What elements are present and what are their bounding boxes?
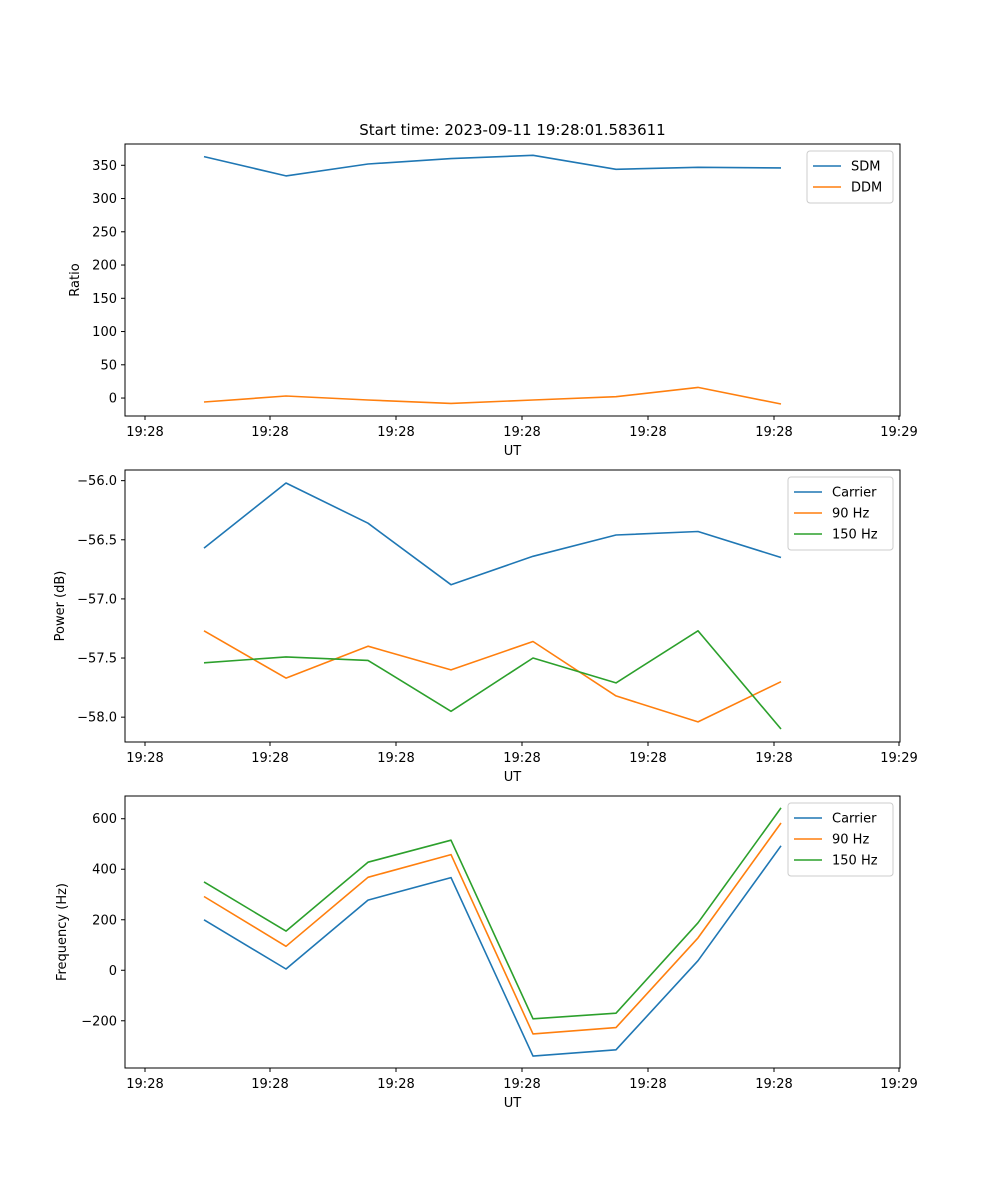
series-line-sdm <box>203 154 782 177</box>
x-tick-label: 19:28 <box>377 751 414 766</box>
y-axis-label: Power (dB) <box>53 571 68 642</box>
x-tick-label: 19:28 <box>629 425 666 440</box>
x-tick-label: 19:28 <box>251 1077 288 1092</box>
legend: SDM DDM <box>806 150 894 204</box>
legend-label: 150 Hz <box>832 528 878 543</box>
plot-frame <box>124 469 901 743</box>
chart-panel-1: 19:28 19:28 19:28 19:28 19:28 19:28 19:29 0 50 10… <box>68 121 918 459</box>
x-tick-label: 19:29 <box>880 751 917 766</box>
chart-title: Start time: 2023-09-11 19:28:01.583611 <box>359 121 665 139</box>
x-tick-label: 19:28 <box>629 751 666 766</box>
x-tick-label: 19:28 <box>629 1077 666 1092</box>
x-tick-label: 19:28 <box>126 425 163 440</box>
legend: Carrier 90 Hz 150 Hz <box>787 476 894 551</box>
x-tick-label: 19:28 <box>755 751 792 766</box>
x-tick-label: 19:28 <box>755 425 792 440</box>
legend-label: 90 Hz <box>832 507 869 522</box>
legend: Carrier 90 Hz 150 Hz <box>787 802 894 877</box>
y-tick-label: 0 <box>109 392 117 407</box>
y-tick-label: 150 <box>92 292 117 307</box>
y-tick-label: −57.0 <box>77 592 117 607</box>
y-tick-label: −56.0 <box>77 474 117 489</box>
legend-box <box>787 476 894 551</box>
legend-label: SDM <box>851 160 880 175</box>
series-line-carrier <box>203 482 782 586</box>
x-tick-label: 19:28 <box>503 751 540 766</box>
y-axis-label: Frequency (Hz) <box>55 883 70 981</box>
legend-label: 90 Hz <box>832 833 869 848</box>
legend-label: 150 Hz <box>832 854 878 869</box>
series-line-ddm <box>203 386 782 405</box>
y-tick-label: −56.5 <box>77 533 117 548</box>
series-line-carrier <box>203 845 782 1057</box>
y-tick-label: −200 <box>81 1014 117 1029</box>
y-tick-label: 50 <box>100 358 117 373</box>
x-tick-label: 19:29 <box>880 425 917 440</box>
x-axis-label: UT <box>504 770 522 785</box>
y-tick-label: 200 <box>92 259 117 274</box>
legend-label: Carrier <box>832 486 877 501</box>
x-axis-label: UT <box>504 444 522 459</box>
legend-box <box>787 802 894 877</box>
legend-box <box>806 150 894 204</box>
x-tick-label: 19:28 <box>251 751 288 766</box>
y-tick-label: 250 <box>92 225 117 240</box>
x-axis-label: UT <box>504 1096 522 1111</box>
x-tick-label: 19:28 <box>755 1077 792 1092</box>
x-tick-label: 19:28 <box>503 425 540 440</box>
y-axis-label: Ratio <box>68 263 83 296</box>
chart-panel-3: 19:28 19:28 19:28 19:28 19:28 19:28 19:29 −200 0… <box>55 795 918 1111</box>
x-tick-label: 19:28 <box>126 1077 163 1092</box>
y-tick-label: −57.5 <box>77 652 117 667</box>
y-tick-label: 200 <box>92 913 117 928</box>
y-tick-label: 400 <box>92 863 117 878</box>
y-tick-label: 300 <box>92 192 117 207</box>
legend-label: DDM <box>851 181 882 196</box>
x-tick-label: 19:28 <box>377 1077 414 1092</box>
x-tick-label: 19:28 <box>377 425 414 440</box>
series-line-90-hz <box>203 822 782 1035</box>
x-tick-label: 19:28 <box>251 425 288 440</box>
series-line-90-hz <box>203 630 782 723</box>
series-line-150-hz <box>203 629 782 730</box>
y-tick-label: 100 <box>92 325 117 340</box>
plot-frame <box>124 795 901 1069</box>
x-tick-label: 19:29 <box>880 1077 917 1092</box>
series-line-150-hz <box>203 807 782 1020</box>
plot-frame <box>124 143 901 417</box>
y-tick-label: 0 <box>109 964 117 979</box>
x-tick-label: 19:28 <box>503 1077 540 1092</box>
y-tick-label: −58.0 <box>77 711 117 726</box>
y-tick-label: 600 <box>92 812 117 827</box>
x-tick-label: 19:28 <box>126 751 163 766</box>
legend-label: Carrier <box>832 812 877 827</box>
y-tick-label: 350 <box>92 159 117 174</box>
chart-panel-2: 19:28 19:28 19:28 19:28 19:28 19:28 19:29 −58.0… <box>53 469 918 785</box>
